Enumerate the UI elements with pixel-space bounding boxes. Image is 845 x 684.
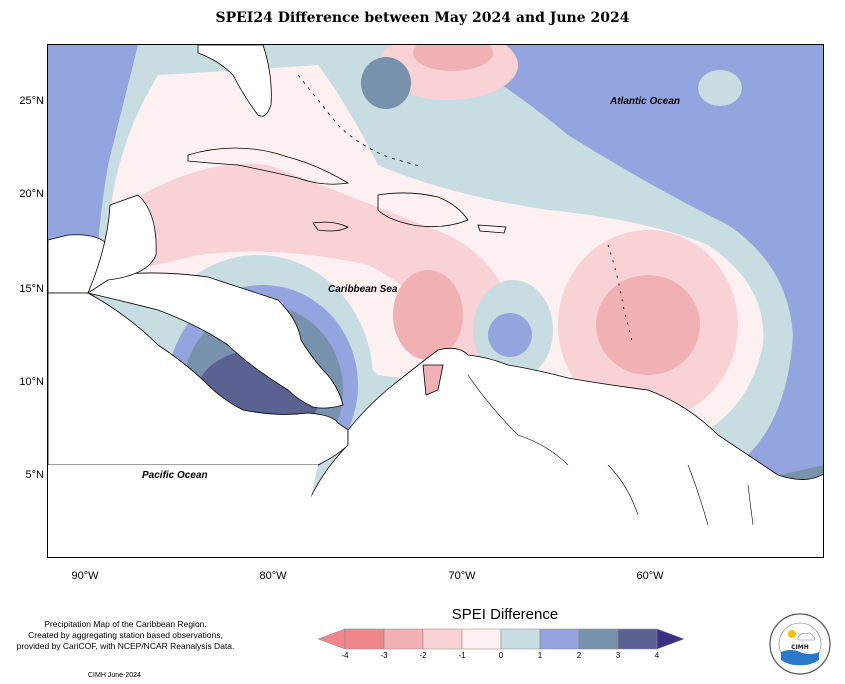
puerto-rico-outline	[477, 224, 507, 234]
contour-minus3-to-minus2-east	[596, 275, 700, 375]
legend-tick-label: 1	[537, 651, 543, 660]
label-atlantic-ocean: Atlantic Ocean	[610, 96, 681, 107]
yucatan-land	[87, 194, 157, 295]
water-waves-icon	[781, 650, 819, 666]
pacific-lower-blank	[48, 465, 318, 557]
legend-swatch-minus2	[422, 628, 463, 650]
contour-2-to-3-north	[361, 57, 411, 109]
lat-tick-25n: 25°N	[19, 95, 44, 107]
lon-tick-80w: 80°W	[259, 570, 287, 582]
map-svg	[48, 45, 823, 557]
florida-land	[197, 45, 272, 117]
logo-center-text: CIMH	[791, 644, 809, 651]
lon-tick-70w: 70°W	[448, 570, 476, 582]
legend-tick-label: 2	[576, 651, 582, 660]
legend-swatch-3	[617, 628, 658, 650]
legend-tick-label: -3	[380, 651, 388, 660]
legend-tick-label: 4	[654, 651, 660, 660]
country-borders	[467, 374, 754, 526]
contour-0-to-1-bubble	[698, 70, 742, 106]
lat-tick-20n: 20°N	[19, 188, 44, 200]
label-pacific-ocean: Pacific Ocean	[142, 470, 208, 481]
contour-1-to-2-pocket	[488, 313, 532, 357]
credits-block: Precipitation Map of the Caribbean Regio…	[8, 619, 243, 652]
contour-minus3-to-minus2-north	[413, 45, 493, 71]
cuba-outline	[187, 147, 350, 185]
legend-swatch-1	[539, 628, 580, 650]
map-area[interactable]	[47, 44, 824, 558]
lat-tick-5n: 5°N	[25, 469, 44, 481]
map-title: SPEI24 Difference between May 2024 and J…	[215, 10, 630, 26]
bahamas-outline	[297, 74, 424, 168]
lon-tick-90w: 90°W	[71, 570, 99, 582]
legend-arrow-high	[656, 628, 685, 650]
south-america-land	[297, 347, 823, 557]
legend-title: SPEI Difference	[451, 606, 559, 623]
legend-tick-label: -4	[341, 651, 349, 660]
legend-tick-label: 0	[498, 651, 504, 660]
legend-swatch-minus4	[344, 628, 385, 650]
jamaica-outline	[312, 221, 349, 232]
lat-tick-15n: 15°N	[19, 283, 44, 295]
label-caribbean-sea: Caribbean Sea	[328, 284, 398, 295]
lon-tick-60w: 60°W	[636, 570, 664, 582]
lat-tick-10n: 10°N	[19, 376, 44, 388]
credits-line-3: provided by CariCOF, with NCEP/NCAR Rean…	[16, 641, 235, 651]
credits-line-1: Precipitation Map of the Caribbean Regio…	[44, 619, 207, 629]
legend-arrow-low	[318, 628, 346, 650]
lake-maracaibo	[422, 364, 444, 396]
legend-swatch-minus1	[461, 628, 502, 650]
hispaniola-outline	[377, 192, 469, 228]
legend-tick-label: -1	[458, 651, 466, 660]
legend-swatch-0	[500, 628, 541, 650]
contour-minus2-to-minus1-west	[108, 163, 518, 385]
sun-icon	[788, 630, 796, 638]
footer-date: CIMH June-2024	[88, 672, 141, 679]
cimh-logo: CIMH	[769, 613, 831, 675]
legend-swatch-minus3	[383, 628, 424, 650]
cloud-icon	[797, 632, 816, 641]
legend-tick-label: -2	[419, 651, 427, 660]
legend-tick-label: 3	[615, 651, 621, 660]
legend-colorbar	[318, 628, 685, 650]
credits-line-2: Created by aggregating station based obs…	[28, 630, 223, 640]
contour-minus3-to-minus2-center	[393, 270, 463, 360]
legend-swatch-2	[578, 628, 619, 650]
